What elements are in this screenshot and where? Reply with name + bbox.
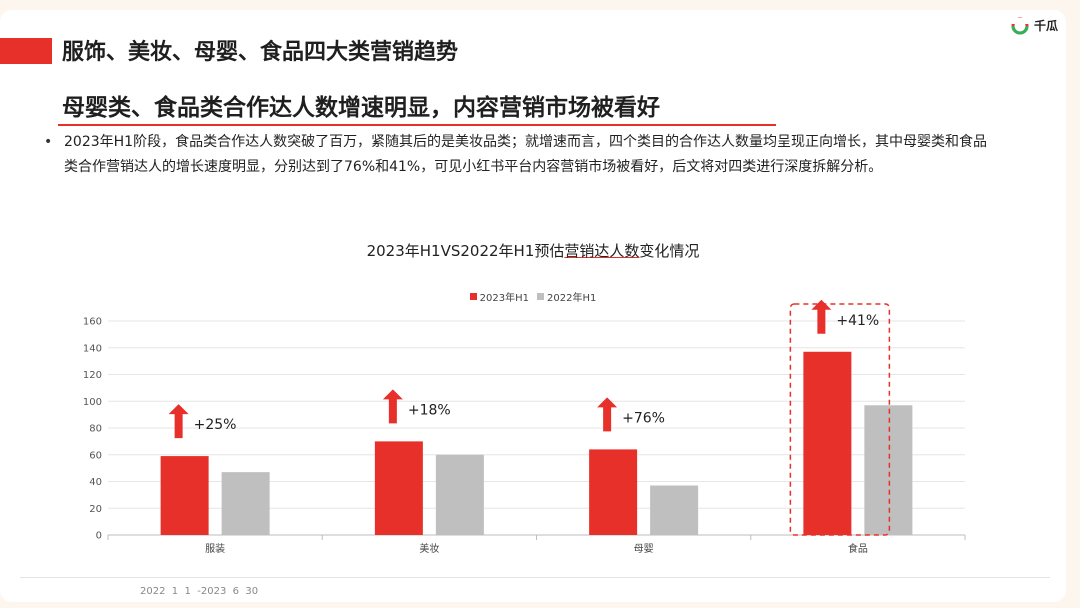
bar-2023-0 bbox=[160, 456, 209, 535]
y-tick-label: 120 bbox=[83, 370, 102, 381]
highlight-box bbox=[789, 303, 891, 536]
legend-item-2023: 2023年H1 bbox=[469, 289, 529, 304]
subtitle-underline bbox=[58, 124, 776, 126]
bullet-dot: • bbox=[44, 134, 53, 150]
footer-divider bbox=[20, 577, 1050, 578]
legend-item-2022: 2022年H1 bbox=[537, 289, 596, 304]
x-category-label: 食品 bbox=[848, 542, 868, 555]
brand-logo: 千瓜 bbox=[1010, 15, 1058, 35]
y-tick-label: 20 bbox=[89, 504, 102, 515]
bullet-text: 2023年H1阶段，食品类合作达人数突破了百万，紧随其后的是美妆品类；就增速而言… bbox=[64, 134, 988, 175]
bar-2023-3 bbox=[803, 351, 852, 535]
legend-label-2023: 2023年H1 bbox=[479, 293, 529, 304]
y-tick-label: 40 bbox=[89, 477, 102, 488]
x-category-label: 服装 bbox=[205, 542, 225, 555]
bar-2022-0 bbox=[221, 472, 270, 535]
growth-label: +76% bbox=[622, 410, 665, 426]
growth-arrow-icon bbox=[382, 389, 403, 424]
chart-title-prefix: 2023年H1VS2022年H1预估 bbox=[366, 242, 565, 260]
y-tick-label: 160 bbox=[83, 317, 102, 328]
page-title: 服饰、美妆、母婴、食品四大类营销趋势 bbox=[62, 40, 459, 65]
y-tick-label: 0 bbox=[96, 531, 102, 542]
x-category-label: 美妆 bbox=[419, 542, 439, 555]
bar-2022-3 bbox=[864, 405, 913, 535]
growth-arrow-icon bbox=[811, 299, 832, 334]
legend-label-2022: 2022年H1 bbox=[547, 293, 597, 304]
chart-legend: 2023年H1 2022年H1 bbox=[0, 289, 1066, 304]
bar-2023-1 bbox=[374, 441, 423, 535]
growth-arrow-icon bbox=[168, 404, 189, 439]
footer-note: 2022 1 1 -2023 6 30 bbox=[140, 586, 259, 597]
chart-title-underlined: 营销达人数 bbox=[564, 242, 640, 260]
y-tick-label: 140 bbox=[83, 343, 102, 354]
growth-label: +25% bbox=[194, 417, 237, 433]
title-accent-bar bbox=[0, 38, 52, 64]
legend-swatch-2022 bbox=[537, 293, 544, 300]
y-tick-label: 80 bbox=[89, 424, 102, 435]
chart-title-suffix: 变化情况 bbox=[639, 242, 700, 260]
logo-text: 千瓜 bbox=[1034, 18, 1059, 33]
growth-arrow-icon bbox=[597, 397, 618, 432]
x-category-label: 母婴 bbox=[634, 543, 654, 555]
growth-label: +18% bbox=[408, 402, 451, 418]
bar-2022-2 bbox=[650, 485, 699, 535]
chart-title: 2023年H1VS2022年H1预估营销达人数变化情况 bbox=[0, 240, 1066, 261]
y-tick-label: 60 bbox=[89, 450, 102, 461]
bar-2023-2 bbox=[589, 449, 638, 535]
bar-2022-1 bbox=[435, 454, 484, 535]
growth-label: +41% bbox=[836, 313, 879, 329]
y-tick-label: 100 bbox=[83, 397, 102, 408]
qiangua-logo-icon bbox=[1011, 17, 1029, 35]
legend-swatch-2023 bbox=[469, 293, 477, 300]
section-subtitle: 母婴类、食品类合作达人数增速明显，内容营销市场被看好 bbox=[62, 95, 660, 121]
